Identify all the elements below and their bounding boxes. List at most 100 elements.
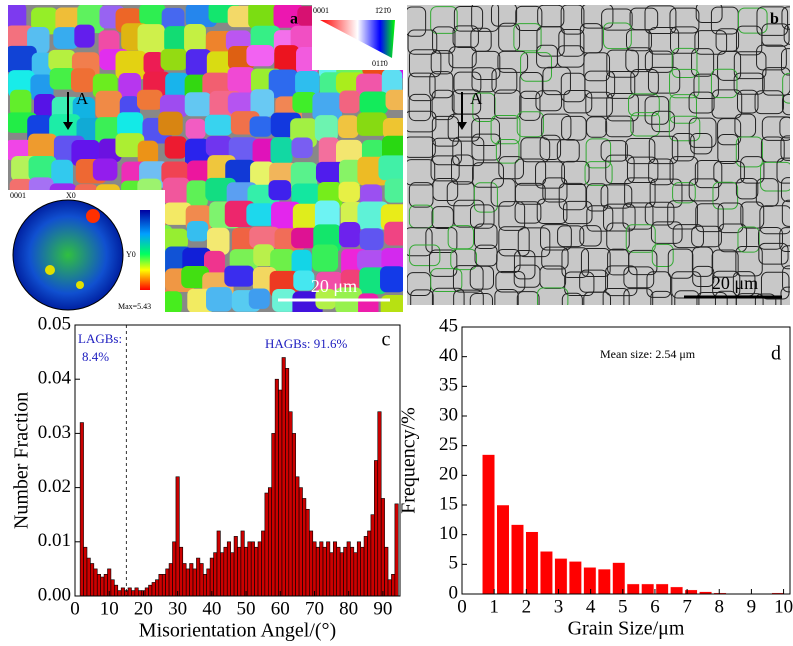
grain-boundary bbox=[561, 247, 589, 278]
grain-boundary bbox=[472, 92, 496, 122]
grain bbox=[249, 226, 280, 249]
grain-boundary bbox=[711, 89, 743, 119]
bar bbox=[295, 476, 300, 597]
grain bbox=[339, 221, 361, 248]
bar bbox=[360, 546, 365, 597]
grain-boundary bbox=[780, 245, 790, 270]
grain-boundary bbox=[648, 27, 680, 55]
grain-boundary bbox=[672, 182, 696, 204]
grain-boundary bbox=[781, 93, 790, 116]
grain bbox=[314, 115, 338, 142]
grain-boundary bbox=[407, 110, 437, 133]
grain-boundary bbox=[585, 138, 612, 169]
x-tick-label: 5 bbox=[618, 596, 628, 617]
grain-boundary bbox=[452, 25, 479, 49]
bar bbox=[148, 584, 153, 597]
y-tick-label: 0.02 bbox=[38, 476, 71, 497]
bar bbox=[223, 546, 228, 597]
grain-boundary bbox=[696, 292, 728, 305]
grain-boundary bbox=[429, 71, 454, 99]
grain-boundary bbox=[605, 71, 636, 99]
grain-boundary bbox=[407, 6, 427, 37]
grain-boundary bbox=[408, 93, 432, 122]
grain bbox=[338, 159, 363, 187]
scale-bar-label: 20 μm bbox=[712, 273, 758, 293]
grain bbox=[224, 265, 255, 287]
grain-boundary bbox=[584, 70, 616, 99]
bar bbox=[387, 579, 392, 597]
y-tick-label: 0.05 bbox=[38, 313, 71, 334]
scale-bar-label: 20 μm bbox=[311, 276, 357, 296]
grain bbox=[163, 202, 192, 225]
annotation: LAGBs: bbox=[78, 331, 122, 346]
x-tick-label: 20 bbox=[134, 598, 153, 619]
bar bbox=[213, 552, 218, 597]
grain-boundary bbox=[519, 90, 541, 121]
grain bbox=[338, 115, 359, 138]
grain-boundary bbox=[711, 249, 739, 278]
grain-boundary bbox=[540, 224, 572, 251]
bar bbox=[380, 498, 385, 597]
grain bbox=[51, 159, 73, 189]
grain-boundary bbox=[780, 286, 790, 305]
bar bbox=[237, 546, 242, 597]
grain-boundary bbox=[669, 68, 700, 99]
grain-boundary bbox=[758, 242, 789, 265]
grain bbox=[49, 114, 81, 141]
bar bbox=[377, 411, 382, 597]
bar bbox=[281, 357, 286, 597]
grain-boundary bbox=[493, 89, 522, 119]
bar bbox=[370, 514, 375, 597]
grain-boundary bbox=[495, 270, 526, 293]
grain-boundary bbox=[713, 160, 745, 184]
grain bbox=[48, 49, 76, 71]
grain-boundary bbox=[606, 93, 639, 122]
grain bbox=[186, 221, 209, 242]
bar bbox=[216, 530, 221, 597]
grain-boundary bbox=[407, 159, 436, 186]
bar bbox=[267, 487, 273, 597]
grain-boundary bbox=[688, 178, 720, 202]
x-tick-label: 3 bbox=[554, 596, 564, 617]
grain bbox=[9, 89, 32, 116]
grain-boundary bbox=[425, 227, 458, 254]
grain-boundary bbox=[431, 89, 455, 121]
grain bbox=[314, 200, 340, 231]
y-tick-label: 5 bbox=[449, 553, 459, 574]
x-tick-label: 6 bbox=[650, 596, 660, 617]
grain-boundary bbox=[735, 136, 763, 168]
bar bbox=[151, 582, 156, 597]
bar bbox=[240, 530, 245, 597]
grain-boundary bbox=[497, 50, 529, 73]
grain-boundary bbox=[649, 178, 683, 208]
grain-boundary bbox=[628, 249, 658, 276]
bar bbox=[312, 541, 317, 597]
grain-boundary bbox=[452, 265, 484, 293]
grain-boundary bbox=[448, 46, 477, 69]
bar bbox=[305, 508, 310, 597]
grain bbox=[162, 177, 190, 204]
grain-boundary bbox=[756, 44, 787, 71]
grain-boundary bbox=[737, 226, 760, 253]
pole-figure-spot bbox=[45, 265, 55, 275]
pole-figure-title: 0001 bbox=[10, 191, 26, 200]
grain-boundary bbox=[780, 135, 790, 161]
grain-boundary bbox=[432, 178, 459, 202]
annotation: 8.4% bbox=[82, 349, 109, 364]
grain-boundary bbox=[650, 221, 683, 244]
grain bbox=[160, 48, 188, 71]
pole-figure-axis: X0 bbox=[66, 191, 76, 200]
grain bbox=[318, 137, 340, 167]
grain bbox=[28, 155, 57, 182]
grain bbox=[382, 117, 403, 139]
grain-boundary bbox=[583, 291, 612, 305]
bar bbox=[302, 498, 307, 597]
x-tick-label: 4 bbox=[586, 596, 596, 617]
grain-boundary bbox=[490, 5, 518, 27]
bar bbox=[137, 590, 143, 597]
grain bbox=[143, 51, 165, 75]
marker-arrow-head bbox=[63, 122, 73, 130]
bar bbox=[110, 579, 115, 597]
grain bbox=[206, 287, 233, 312]
grain bbox=[164, 26, 190, 53]
